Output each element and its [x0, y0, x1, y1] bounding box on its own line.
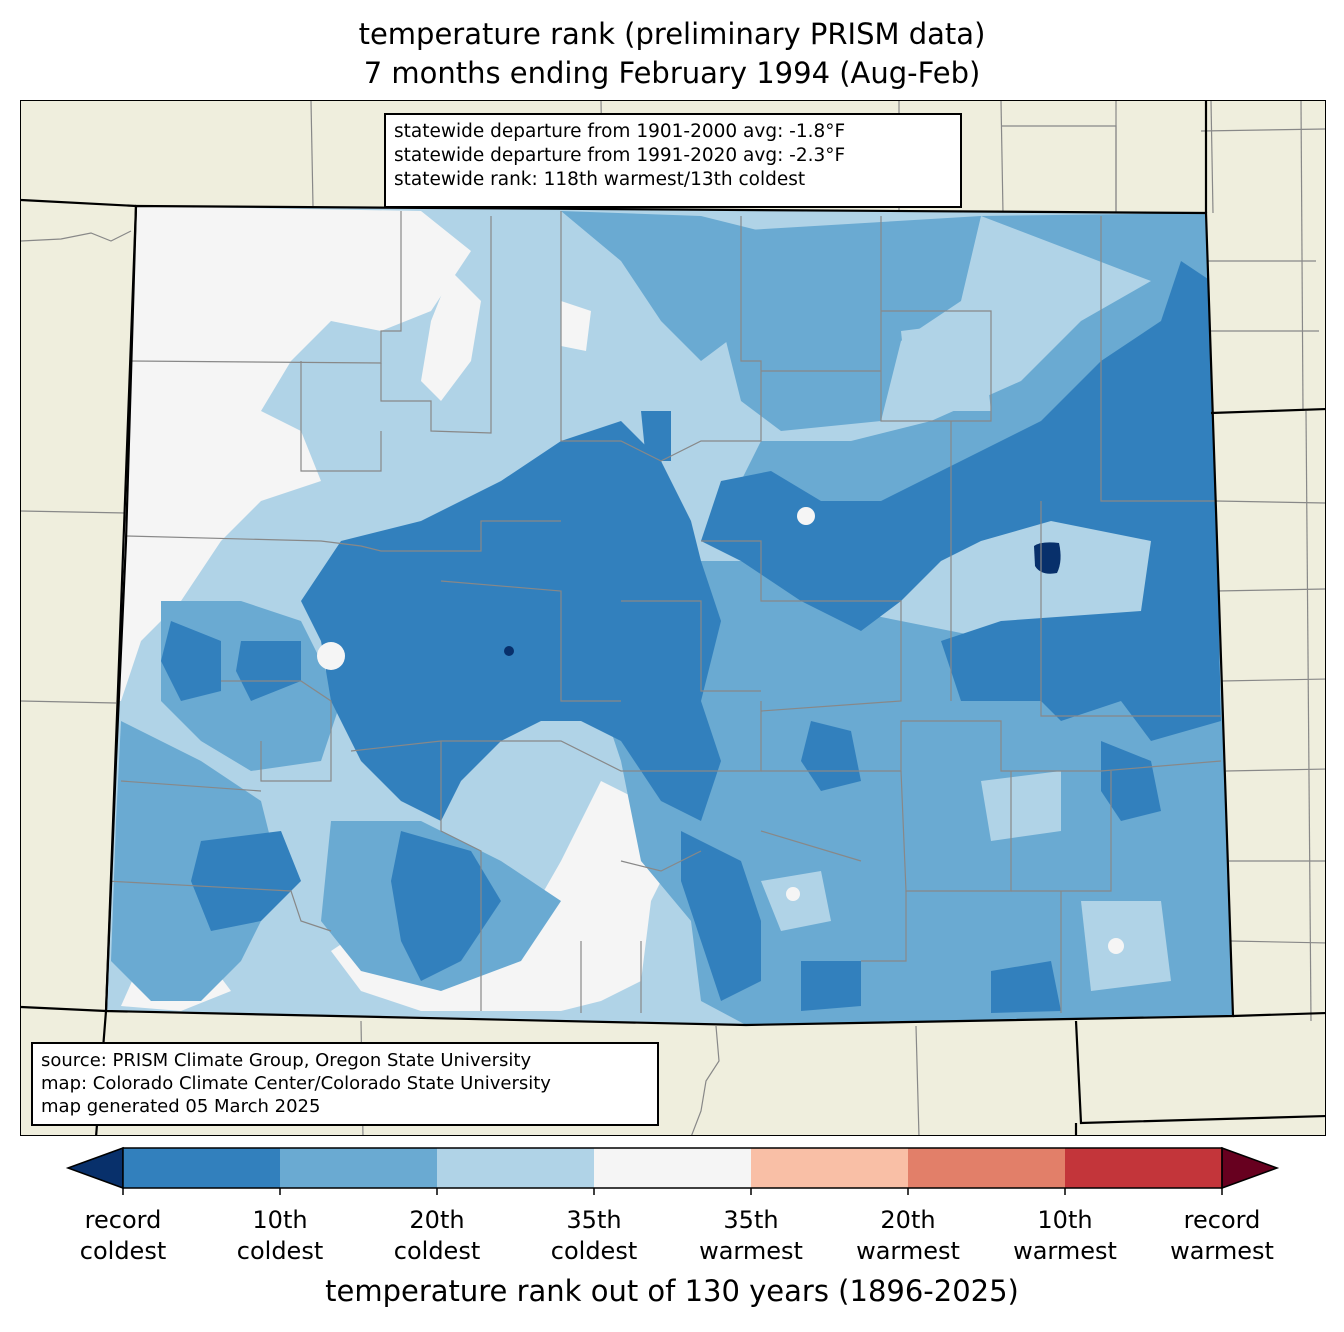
colorbar-bin-1 — [123, 1148, 280, 1188]
colorbar-bin-6 — [908, 1148, 1065, 1188]
colorbar-label-7: record warmest — [1170, 1206, 1274, 1265]
map-panel — [20, 100, 1326, 1136]
colorbar-title: temperature rank out of 130 years (1896-… — [325, 1274, 1019, 1308]
colorbar-extend-cold — [65, 1146, 124, 1190]
colorbar-bin-5 — [751, 1148, 908, 1188]
source-line-2: map: Colorado Climate Center/Colorado St… — [41, 1073, 551, 1094]
colorbar-label-3: 35th coldest — [550, 1206, 638, 1265]
colorbar-label-5: 20th warmest — [856, 1206, 960, 1265]
colorbar-bin-4 — [594, 1148, 751, 1188]
rank-contours — [106, 206, 1233, 1025]
stats-line-1: statewide departure from 1901-2000 avg: … — [394, 121, 846, 142]
source-credits-box: source: PRISM Climate Group, Oregon Stat… — [31, 1042, 659, 1126]
colorado-rank-map — [21, 101, 1325, 1135]
colorbar-label-1: 10th coldest — [236, 1206, 324, 1265]
colorbar-label-2: 20th coldest — [393, 1206, 481, 1265]
source-line-1: source: PRISM Climate Group, Oregon Stat… — [41, 1050, 532, 1071]
colorbar-bin-7 — [1065, 1148, 1222, 1188]
stats-line-3: statewide rank: 118th warmest/13th colde… — [394, 169, 806, 190]
source-line-3: map generated 05 March 2025 — [41, 1096, 321, 1117]
map-title-line-1: temperature rank (preliminary PRISM data… — [358, 17, 986, 51]
map-title-line-2: 7 months ending February 1994 (Aug-Feb) — [363, 56, 981, 90]
colorbar-label-6: 10th warmest — [1013, 1206, 1117, 1265]
colorbar-ticks — [122, 1188, 1223, 1195]
colorbar-bin-2 — [280, 1148, 437, 1188]
neighbor-county-lines — [21, 101, 1325, 1135]
colorbar-label-0: record coldest — [79, 1206, 167, 1265]
colorbar — [65, 1146, 1280, 1195]
colorbar-bin-3 — [437, 1148, 594, 1188]
stats-line-2: statewide departure from 1991-2020 avg: … — [394, 145, 846, 166]
county-lines — [106, 211, 1222, 1013]
statewide-stats-box: statewide departure from 1901-2000 avg: … — [384, 113, 962, 208]
colorbar-label-4: 35th warmest — [699, 1206, 803, 1265]
colorbar-extend-warm — [1221, 1146, 1280, 1190]
